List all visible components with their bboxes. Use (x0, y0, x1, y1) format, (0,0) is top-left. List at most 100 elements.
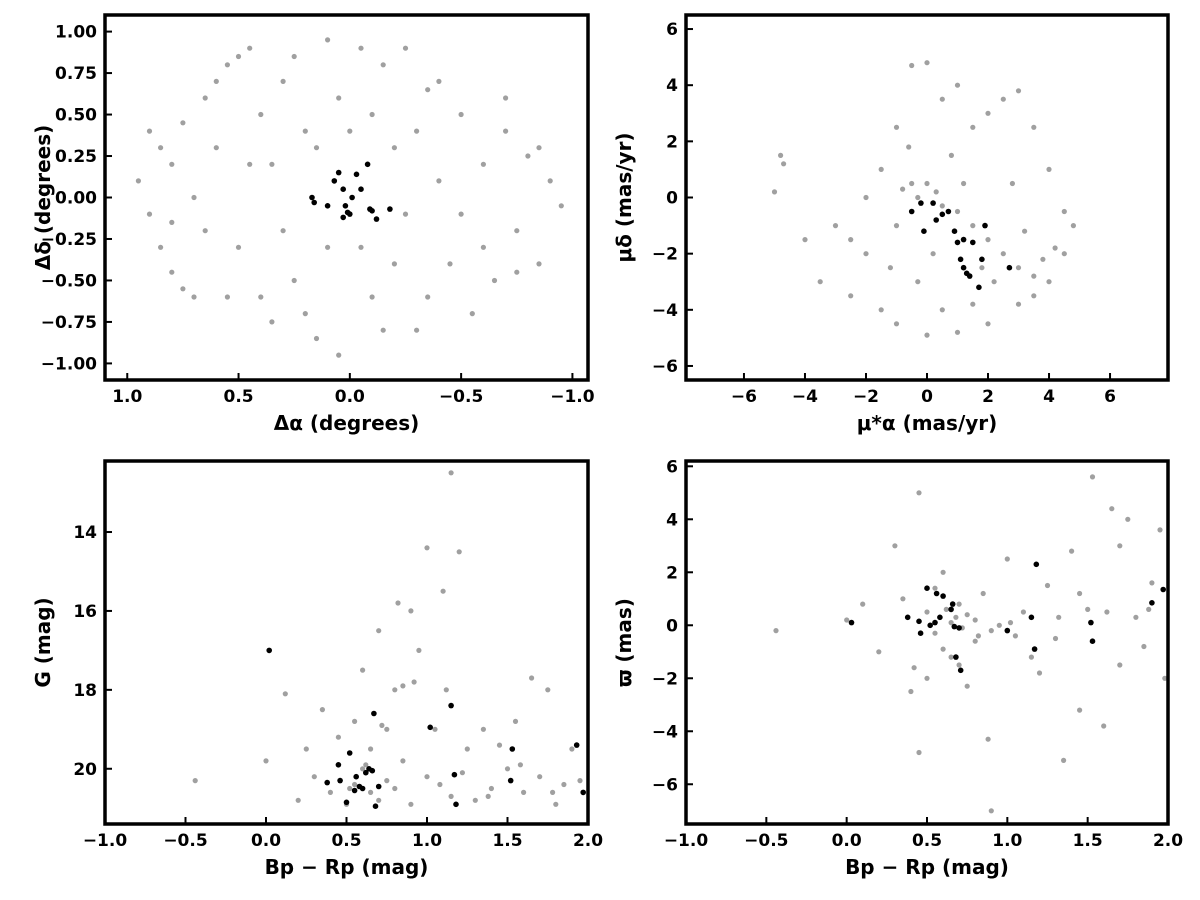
data-point (213, 145, 219, 151)
data-point (954, 239, 961, 246)
y-tick-label: 6 (666, 457, 678, 477)
data-point (280, 228, 286, 234)
data-point (949, 601, 956, 607)
series-1 (908, 200, 1013, 291)
data-point (863, 194, 869, 201)
data-point (512, 718, 519, 725)
data-point (953, 654, 959, 660)
data-point (970, 301, 976, 307)
series-0 (771, 60, 1076, 338)
data-point (459, 770, 465, 776)
data-point (488, 785, 494, 792)
data-point (906, 144, 912, 150)
x-tick-label: 1.0 (992, 831, 1022, 851)
data-point (1004, 556, 1010, 562)
axes-frame (684, 459, 1170, 826)
data-point (956, 625, 962, 631)
data-point (957, 256, 964, 263)
data-point (517, 762, 524, 768)
data-point (376, 628, 382, 634)
data-point (458, 211, 464, 217)
y-tick-label: −0.25 (41, 230, 97, 250)
data-point (781, 161, 787, 167)
y-axis-label: G (mag) (31, 597, 55, 687)
data-point (369, 767, 376, 774)
data-point (485, 793, 491, 800)
y-tick-label: 14 (73, 523, 97, 543)
data-point (1162, 675, 1168, 681)
x-tick-label: 1.0 (412, 831, 442, 851)
y-tick-label: 0 (666, 616, 678, 636)
data-point (347, 211, 353, 217)
data-point (1028, 654, 1034, 660)
data-point (1000, 96, 1006, 102)
data-point (247, 45, 253, 51)
data-point (985, 736, 991, 742)
data-point (1000, 251, 1006, 257)
data-point (458, 111, 464, 118)
data-point (930, 200, 936, 206)
data-point (1046, 279, 1052, 285)
data-point (347, 128, 353, 134)
data-point (436, 78, 442, 84)
x-tick-label: −0.5 (439, 387, 483, 407)
data-point (192, 778, 198, 784)
x-tick-label: 0 (921, 387, 933, 407)
y-tick-label: 0.00 (55, 189, 97, 209)
series-1 (848, 561, 1166, 674)
y-axis-label: ϖ (mas) (612, 598, 636, 687)
data-point (1109, 506, 1115, 512)
y-tick-label: 0.50 (55, 106, 97, 126)
data-point (1061, 251, 1067, 257)
data-point (352, 718, 358, 725)
y-tick-label: 20 (73, 760, 97, 780)
data-point (379, 722, 385, 729)
data-point (1015, 301, 1022, 307)
data-point (1031, 124, 1037, 130)
data-point (985, 110, 991, 116)
data-point (1141, 643, 1147, 650)
y-tick-label: 0.25 (55, 147, 97, 167)
data-point (368, 789, 374, 796)
data-point (1040, 256, 1046, 262)
data-point (970, 223, 976, 229)
data-point (169, 219, 175, 225)
x-tick-label: −0.5 (744, 831, 788, 851)
data-point (1015, 88, 1022, 94)
data-point (443, 687, 449, 693)
data-point (202, 228, 208, 234)
data-point (1089, 474, 1096, 480)
parallax-color-panel: −1.0 −0.5 0.0 0.5 1.0 1.5 2.0 −6 −4 −2 0 2 4 6 Bp − Rp… (612, 457, 1183, 879)
data-point (335, 734, 341, 740)
y-tick-label: 2 (666, 132, 678, 152)
data-point (269, 319, 275, 325)
data-point (311, 199, 318, 206)
data-point (353, 171, 360, 178)
data-point (447, 261, 453, 267)
data-point (364, 161, 371, 168)
y-tick-label: −2 (652, 245, 678, 265)
x-tick-label: 4 (1043, 387, 1055, 407)
series-0 (773, 474, 1168, 814)
data-point (146, 128, 153, 134)
data-point (263, 758, 269, 764)
data-point (213, 78, 219, 84)
data-point (1031, 293, 1037, 299)
y-tick-label: −4 (652, 722, 678, 742)
x-tick-label: −1.0 (550, 387, 595, 407)
data-point (302, 311, 308, 317)
data-point (909, 62, 915, 69)
data-point (1004, 627, 1011, 634)
data-point (536, 261, 542, 267)
data-point (1117, 543, 1123, 549)
data-point (491, 277, 498, 284)
data-point (536, 145, 542, 151)
data-point (402, 211, 409, 217)
data-point (547, 178, 553, 184)
data-point (771, 189, 778, 195)
data-point (892, 543, 898, 549)
axes-frame (684, 13, 1170, 382)
data-point (1031, 646, 1038, 652)
y-tick-label: −0.75 (41, 313, 97, 333)
data-point (1061, 208, 1067, 215)
